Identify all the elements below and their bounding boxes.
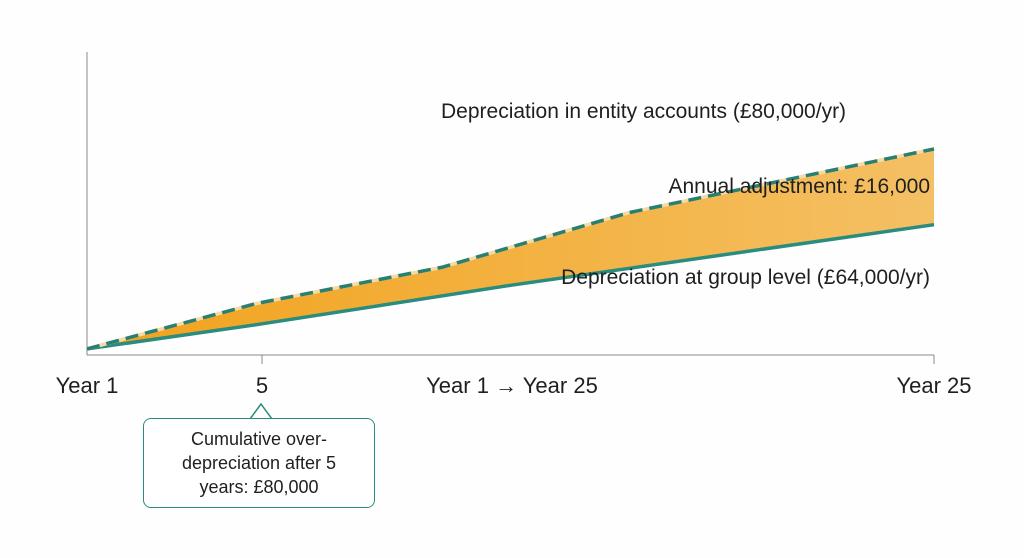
group-depreciation-line bbox=[86, 222, 935, 351]
x-tick-label-year-1: Year 1 bbox=[56, 373, 119, 398]
annual-adjustment-label: Annual adjustment: £16,000 bbox=[668, 175, 930, 198]
x-tick-label-5: 5 bbox=[256, 373, 268, 398]
entity-series-label: Depreciation in entity accounts (£80,000… bbox=[441, 100, 846, 123]
callout-pointer bbox=[250, 403, 272, 419]
x-tick-label-year-25: Year 25 bbox=[896, 373, 971, 398]
x-tick-label-range: Year 1 → Year 25 bbox=[426, 373, 598, 398]
cumulative-callout: Cumulative over-depreciation after 5 yea… bbox=[143, 418, 375, 508]
entity-depreciation-line bbox=[86, 147, 935, 351]
group-series-label: Depreciation at group level (£64,000/yr) bbox=[561, 266, 930, 289]
cumulative-callout-text: Cumulative over-depreciation after 5 yea… bbox=[181, 429, 337, 497]
